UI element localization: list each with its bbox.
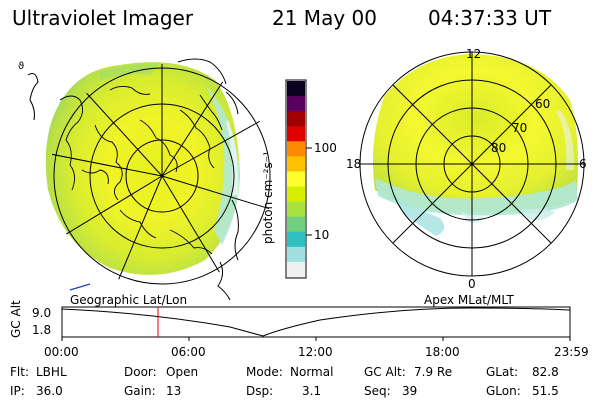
dsp-label: Dsp: xyxy=(246,384,274,398)
colorbar-tick-100: 100 xyxy=(314,141,337,155)
orbit-plot xyxy=(61,306,571,341)
geographic-image xyxy=(45,62,240,275)
colorbar-cell xyxy=(287,81,305,97)
glat-label: GLat: xyxy=(486,365,519,379)
colorbar-cell xyxy=(287,141,305,157)
colorbar-cell xyxy=(287,111,305,127)
mlat-label-60: 60 xyxy=(535,97,551,111)
altitude-curve xyxy=(61,307,571,337)
orbit-xtick-2359: 23:59 xyxy=(554,345,589,359)
coastlines xyxy=(59,85,223,255)
colorbar-cell xyxy=(287,96,305,112)
mode-value: Normal xyxy=(290,365,334,379)
ip-label: IP: xyxy=(10,384,25,398)
seq-label: Seq: xyxy=(364,384,391,398)
gc-alt-value: 7.9 Re xyxy=(414,365,453,379)
orbit-xtick-1800: 18:00 xyxy=(425,345,460,359)
filter-value: LBHL xyxy=(36,365,67,379)
colorbar-cell xyxy=(287,201,305,218)
orbit-axis-label: GC Alt xyxy=(9,300,23,338)
colorbar-cell xyxy=(287,156,305,172)
colorbar-cell xyxy=(287,231,305,248)
gain-label: Gain: xyxy=(124,384,156,398)
colorbar-cell xyxy=(287,246,305,263)
glon-label: GLon: xyxy=(486,384,521,398)
dsp-value: 3.1 xyxy=(302,384,322,398)
scan-edge-line xyxy=(69,283,91,291)
magnetic-caption: Apex MLat/MLT xyxy=(424,293,514,307)
glat-value: 82.8 xyxy=(532,365,559,379)
time-label: 04:37:33 UT xyxy=(428,6,552,30)
colorbar-unit-label: photon cm⁻²s⁻¹ xyxy=(261,151,275,244)
outer-coastlines xyxy=(27,58,239,301)
gc-alt-label: GC Alt: xyxy=(364,365,406,379)
colorbar-cell xyxy=(287,171,305,188)
magnetic-grid xyxy=(359,51,585,277)
mlat-label-70: 70 xyxy=(512,121,528,135)
seq-value: 39 xyxy=(402,384,418,398)
orbit-xtick-1200: 12:00 xyxy=(298,345,333,359)
glon-value: 51.5 xyxy=(532,384,559,398)
ip-value: 36.0 xyxy=(36,384,63,398)
filter-label: Flt: xyxy=(10,365,29,379)
colorbar-tick-10: 10 xyxy=(314,228,330,242)
mode-label: Mode: xyxy=(246,365,283,379)
mlat-label-80: 80 xyxy=(491,141,507,155)
door-value: Open xyxy=(166,365,199,379)
orbit-ytick-low: 1.8 xyxy=(32,323,52,337)
colorbar-cell xyxy=(287,186,305,203)
mlt-label-18: 18 xyxy=(346,157,362,171)
orbit-plot-frame xyxy=(61,306,571,338)
colorbar-cell xyxy=(287,216,305,233)
map-corner-mark: ϑ xyxy=(18,61,25,72)
colorbar-cell xyxy=(287,261,305,278)
geographic-caption: Geographic Lat/Lon xyxy=(70,293,188,307)
gain-value: 13 xyxy=(166,384,182,398)
orbit-ytick-high: 9.0 xyxy=(32,306,52,320)
magnetic-image xyxy=(372,54,578,236)
mlt-label-0: 0 xyxy=(468,277,476,291)
orbit-xtick-0000: 00:00 xyxy=(44,345,79,359)
instrument-title: Ultraviolet Imager xyxy=(12,6,194,30)
colorbar-cell xyxy=(287,126,305,142)
mlt-label-12: 12 xyxy=(466,47,482,61)
date-label: 21 May 00 xyxy=(272,6,377,30)
mlt-label-6: 6 xyxy=(579,157,587,171)
colorbar xyxy=(285,79,312,279)
orbit-xtick-0600: 06:00 xyxy=(171,345,206,359)
door-label: Door: xyxy=(124,365,157,379)
